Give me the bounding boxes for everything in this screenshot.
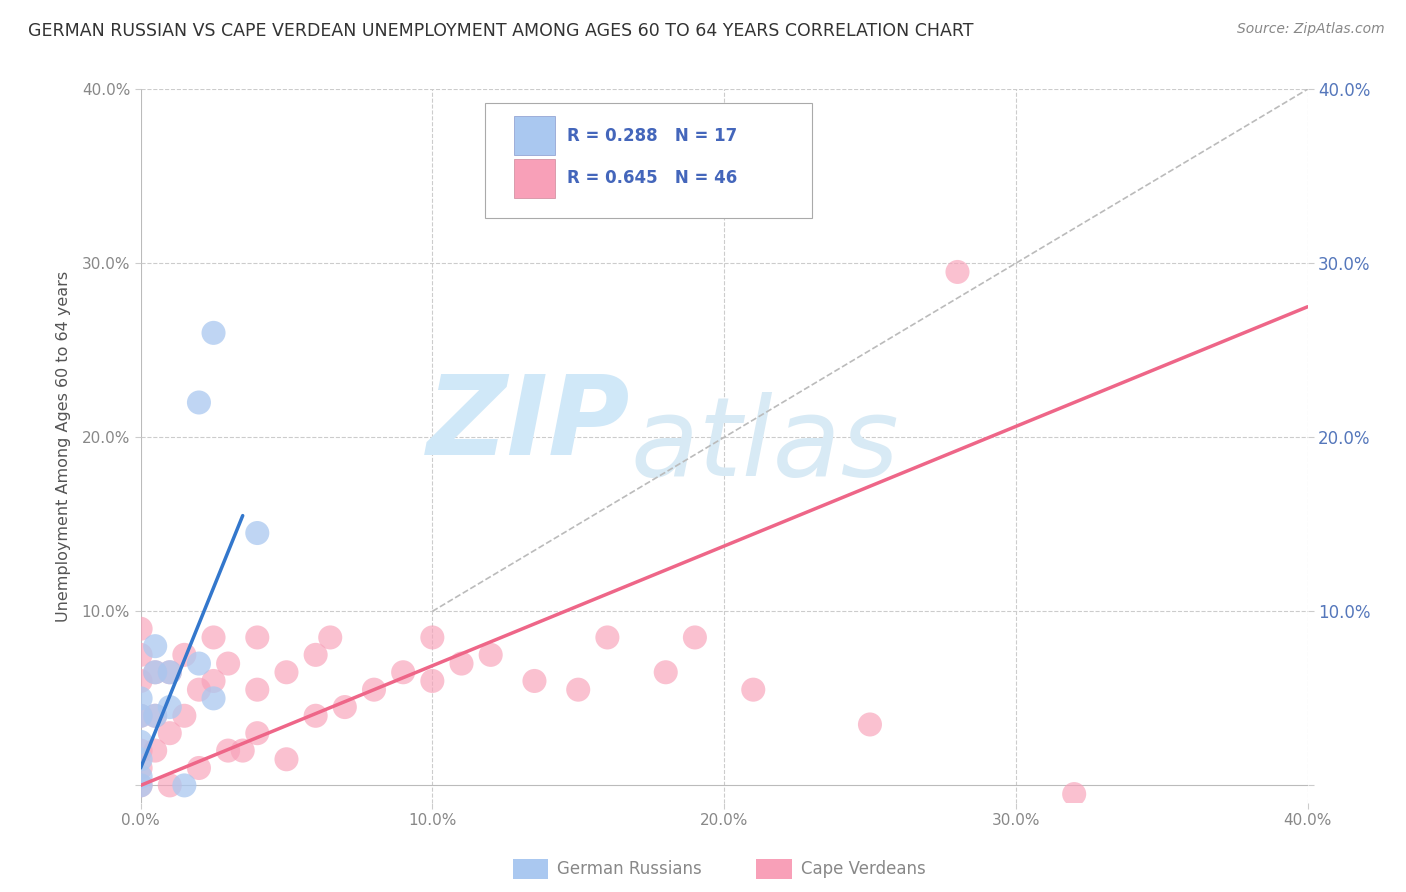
Text: ZIP: ZIP (427, 371, 631, 478)
Point (188, 395, 211, 409)
Point (129, 770, 152, 784)
Text: R = 0.645   N = 46: R = 0.645 N = 46 (567, 169, 737, 187)
Point (202, 673, 225, 688)
Point (202, 326, 225, 340)
Text: Source: ZipAtlas.com: Source: ZipAtlas.com (1237, 22, 1385, 37)
Point (363, 682, 385, 697)
Point (188, 657, 211, 671)
Point (479, 648, 502, 662)
Point (159, 726, 181, 740)
Point (276, 665, 298, 680)
Point (173, 778, 195, 792)
Point (143, 708, 166, 723)
Point (129, 708, 152, 723)
Point (333, 700, 356, 714)
Point (305, 708, 328, 723)
Point (523, 673, 546, 688)
Point (188, 761, 211, 775)
Text: Cape Verdeans: Cape Verdeans (801, 860, 927, 878)
Point (246, 682, 269, 697)
Point (159, 700, 181, 714)
Point (217, 743, 239, 757)
Point (683, 631, 706, 645)
FancyBboxPatch shape (485, 103, 811, 218)
Point (129, 778, 152, 792)
Point (946, 265, 969, 279)
Point (742, 682, 765, 697)
Point (188, 682, 211, 697)
Point (173, 708, 195, 723)
Point (129, 735, 152, 749)
Point (319, 631, 342, 645)
Point (129, 673, 152, 688)
Point (392, 665, 415, 680)
Point (596, 631, 619, 645)
Text: GERMAN RUSSIAN VS CAPE VERDEAN UNEMPLOYMENT AMONG AGES 60 TO 64 YEARS CORRELATIO: GERMAN RUSSIAN VS CAPE VERDEAN UNEMPLOYM… (28, 22, 973, 40)
FancyBboxPatch shape (515, 159, 555, 198)
Point (246, 631, 269, 645)
Point (305, 648, 328, 662)
Point (143, 639, 166, 653)
Text: German Russians: German Russians (557, 860, 702, 878)
Point (422, 631, 444, 645)
Y-axis label: Unemployment Among Ages 60 to 64 years: Unemployment Among Ages 60 to 64 years (56, 270, 70, 622)
Point (1063, 787, 1085, 801)
Point (159, 778, 181, 792)
Point (232, 743, 254, 757)
Point (217, 657, 239, 671)
Point (129, 761, 152, 775)
Point (202, 691, 225, 706)
Point (143, 665, 166, 680)
FancyBboxPatch shape (515, 116, 555, 155)
Point (246, 526, 269, 541)
Point (450, 657, 472, 671)
Point (859, 717, 882, 731)
Point (173, 648, 195, 662)
Point (129, 778, 152, 792)
Point (276, 752, 298, 766)
Point (143, 708, 166, 723)
Point (129, 708, 152, 723)
Point (143, 665, 166, 680)
Text: R = 0.288   N = 17: R = 0.288 N = 17 (567, 127, 737, 145)
Point (246, 726, 269, 740)
Point (129, 752, 152, 766)
Text: atlas: atlas (631, 392, 900, 500)
Point (129, 622, 152, 636)
Point (655, 665, 678, 680)
Point (143, 743, 166, 757)
Point (159, 665, 181, 680)
Point (129, 648, 152, 662)
Point (129, 691, 152, 706)
Point (129, 743, 152, 757)
Point (202, 631, 225, 645)
Point (159, 665, 181, 680)
Point (422, 673, 444, 688)
Point (567, 682, 589, 697)
